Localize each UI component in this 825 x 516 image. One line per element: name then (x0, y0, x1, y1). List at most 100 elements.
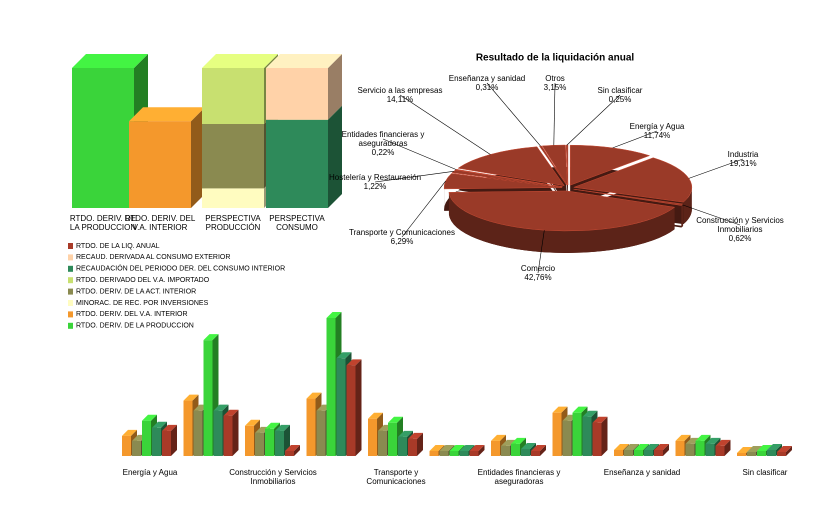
label-text: Transporte y Comunicaciones (366, 468, 426, 486)
bar (132, 440, 141, 456)
bar (562, 420, 572, 456)
bar (265, 428, 274, 456)
bar-top (624, 443, 639, 450)
x-tick-label: PERSPECTIVA PRODUCCIÓN (197, 214, 269, 232)
bar-top (572, 406, 588, 413)
leader-line (688, 158, 744, 179)
bar (747, 451, 756, 456)
bar (326, 318, 336, 456)
bar (614, 449, 623, 456)
x-tick-label: Sin clasificar (720, 468, 810, 477)
bar (255, 432, 264, 456)
slice-label: Hostelería y Restauración 1,22% (320, 173, 430, 191)
bar (511, 443, 520, 456)
slice-label: Comercio 42,76% (483, 264, 593, 282)
legend-swatch (68, 311, 73, 318)
bar-top (449, 444, 465, 451)
x-tick-label: Construcción y Servicios Inmobiliarios (228, 468, 318, 486)
legend-swatch (68, 322, 73, 329)
bar (202, 68, 264, 124)
bar (122, 435, 131, 456)
bar-top (521, 442, 536, 449)
legend-label: RTDO. DE LA LIQ. ANUAL (76, 243, 160, 250)
x-tick-label: Entidades financieras y aseguradoras (474, 468, 564, 486)
slice-wall (448, 192, 675, 253)
bar-top (757, 444, 772, 451)
bar-top (183, 394, 199, 401)
legend-label: RTDO. DERIVADO DEL V.A. IMPORTADO (76, 277, 210, 284)
bar-top (491, 434, 506, 441)
label-text: Energía y Agua (122, 468, 178, 477)
bar (469, 450, 479, 456)
bar-top (552, 406, 568, 413)
bar (266, 119, 328, 208)
bar-side (232, 409, 239, 456)
bar-top (346, 359, 362, 366)
x-tick-label: RTDO. DERIV. DE LA PRODUCCION (67, 214, 139, 232)
legend-label: MINORAC. DE REC. POR INVERSIONES (76, 300, 209, 307)
bar-top (275, 424, 290, 431)
bar-top (511, 437, 526, 444)
label-text: Comercio (520, 264, 556, 273)
label-text: 6,29% (390, 237, 414, 246)
bar-top (469, 444, 485, 451)
bar (336, 358, 346, 456)
leader-line (566, 94, 621, 146)
bar-side (294, 444, 300, 456)
bar (245, 425, 254, 456)
bar-top (129, 107, 205, 122)
bar (152, 427, 161, 456)
bar (306, 398, 316, 456)
bar-top (213, 404, 229, 411)
bar-top (408, 432, 423, 439)
legend-label: RECAUD. DERIVADA AL CONSUMO EXTERIOR (76, 254, 230, 261)
label-text: 0,62% (728, 234, 752, 243)
bar-top (715, 439, 731, 446)
label-text: Energía y Agua (629, 122, 685, 131)
bar-top (695, 434, 711, 441)
slice-label: Construcción y Servicios Inmobiliarios 0,… (685, 216, 795, 243)
bar (429, 450, 439, 456)
bar (162, 430, 171, 456)
bar (501, 445, 510, 456)
label-text: 3,15% (543, 83, 567, 92)
pie-title: Resultado de la liquidación anual (476, 53, 635, 64)
bar-side (417, 432, 423, 456)
bar-top (285, 444, 300, 451)
bar-side (786, 445, 792, 456)
bar (654, 449, 663, 456)
bar (695, 440, 705, 456)
bar-top (737, 446, 752, 453)
x-tick-label: Transporte y Comunicaciones (351, 468, 441, 486)
bar-top (439, 444, 455, 451)
bar-top (501, 439, 516, 446)
x-tick-label: RTDO. DERIV. DEL V.A. INTERIOR (124, 214, 196, 232)
slice-label: Sin clasificar 0,25% (565, 86, 675, 104)
bar (491, 440, 500, 456)
label-text: Servicio a las empresas (357, 86, 443, 95)
bar-top (644, 443, 659, 450)
label-text: Construcción y Servicios Inmobiliarios (229, 468, 317, 486)
bar-top (388, 416, 403, 423)
slice (448, 190, 676, 232)
label-text: 0,25% (608, 95, 632, 104)
bar (449, 450, 459, 456)
label-text: PERSPECTIVA PRODUCCIÓN (205, 214, 261, 232)
bar-top (368, 412, 383, 419)
label-text: PERSPECTIVA CONSUMO (269, 214, 325, 232)
label-text: Otros (545, 74, 565, 83)
bar (705, 443, 715, 456)
bar (531, 450, 540, 456)
bar (388, 422, 397, 456)
leader-line (399, 94, 491, 155)
bar (552, 412, 562, 456)
bar-side (663, 443, 669, 456)
bar-top (398, 430, 413, 437)
bar-top (592, 416, 608, 423)
bar (777, 451, 786, 456)
legend-swatch (68, 254, 73, 261)
bar (368, 418, 377, 456)
bar-top (777, 445, 792, 452)
label-text: 0,22% (371, 148, 395, 157)
